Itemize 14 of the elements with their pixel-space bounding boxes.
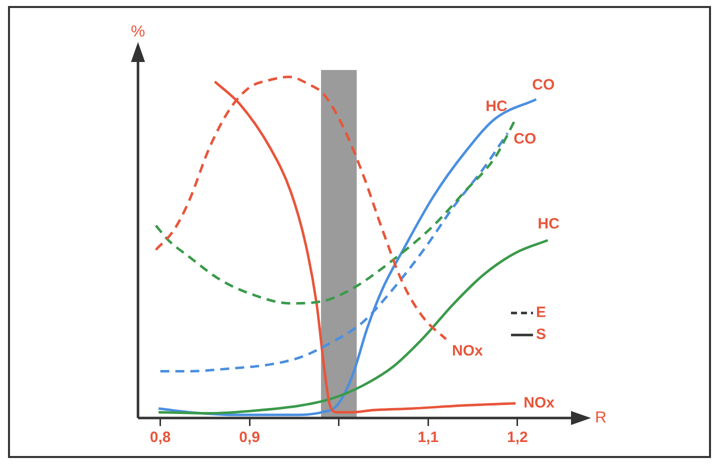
x-tick-label: 0,8 bbox=[150, 429, 171, 446]
series-label: CO bbox=[514, 130, 536, 148]
series-label: NOx bbox=[524, 394, 556, 412]
series-label: HC bbox=[538, 215, 560, 232]
annotation: E bbox=[536, 304, 546, 322]
x-axis-title: R bbox=[595, 409, 607, 426]
series-label: NOx bbox=[452, 342, 484, 360]
series-label: HC bbox=[486, 98, 508, 115]
x-tick-label: 1,1 bbox=[418, 429, 439, 446]
x-tick-label: 1,2 bbox=[507, 429, 528, 446]
series-label: CO bbox=[532, 76, 556, 94]
x-tick-label: 0,9 bbox=[239, 429, 260, 446]
annotation: S bbox=[536, 326, 546, 344]
y-axis-title: % bbox=[130, 23, 146, 40]
